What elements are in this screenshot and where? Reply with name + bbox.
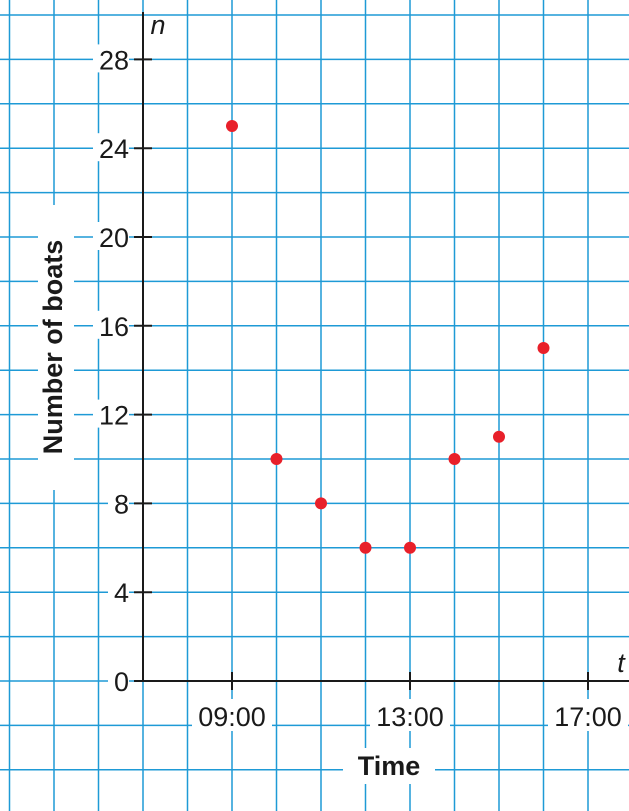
x-tick-label-background	[370, 699, 450, 731]
y-tick-label-background	[93, 44, 129, 73]
data-point	[226, 120, 238, 132]
y-axis-variable: n	[150, 10, 165, 40]
x-tick-label: 17:00	[554, 702, 622, 732]
data-point	[315, 497, 327, 510]
y-tick-label: 12	[99, 401, 129, 431]
data-points	[226, 120, 550, 554]
y-tick-label-background	[93, 222, 129, 250]
y-tick-label: 0	[114, 667, 129, 697]
y-tick-label-background	[93, 310, 129, 339]
y-tick-label-background	[108, 577, 129, 606]
ticks: 0 4 8 12 16 20 24 28 09:00 13:00 17:00	[93, 44, 628, 732]
y-tick-label-background	[93, 133, 129, 162]
y-tick-label: 24	[99, 134, 129, 164]
y-tick-label: 28	[99, 45, 129, 75]
axes	[142, 12, 629, 682]
x-axis-title: Time	[358, 751, 421, 781]
y-tick-label: 20	[99, 223, 129, 253]
data-point	[404, 541, 416, 554]
y-tick-label-background	[108, 488, 129, 517]
x-tick-label-background	[548, 699, 628, 731]
data-point	[359, 541, 372, 554]
y-tick-label: 4	[114, 578, 129, 608]
data-point	[537, 342, 550, 354]
x-tick-label-background	[192, 699, 272, 731]
x-axis-variable: t	[617, 648, 626, 678]
x-axis-title-background	[343, 748, 435, 784]
data-point	[493, 430, 505, 443]
data-point	[270, 453, 283, 465]
y-tick-label-background	[108, 666, 129, 694]
axis-titles: Number of boats Time n t	[38, 10, 626, 784]
x-tick-label: 13:00	[376, 702, 444, 732]
y-axis-title-background	[38, 205, 74, 490]
y-tick-label: 16	[99, 312, 129, 342]
data-point	[448, 453, 461, 465]
y-tick-label: 8	[114, 489, 129, 519]
y-axis-title: Number of boats	[38, 240, 68, 455]
x-tick-label: 09:00	[198, 702, 266, 732]
y-tick-label-background	[93, 399, 129, 428]
